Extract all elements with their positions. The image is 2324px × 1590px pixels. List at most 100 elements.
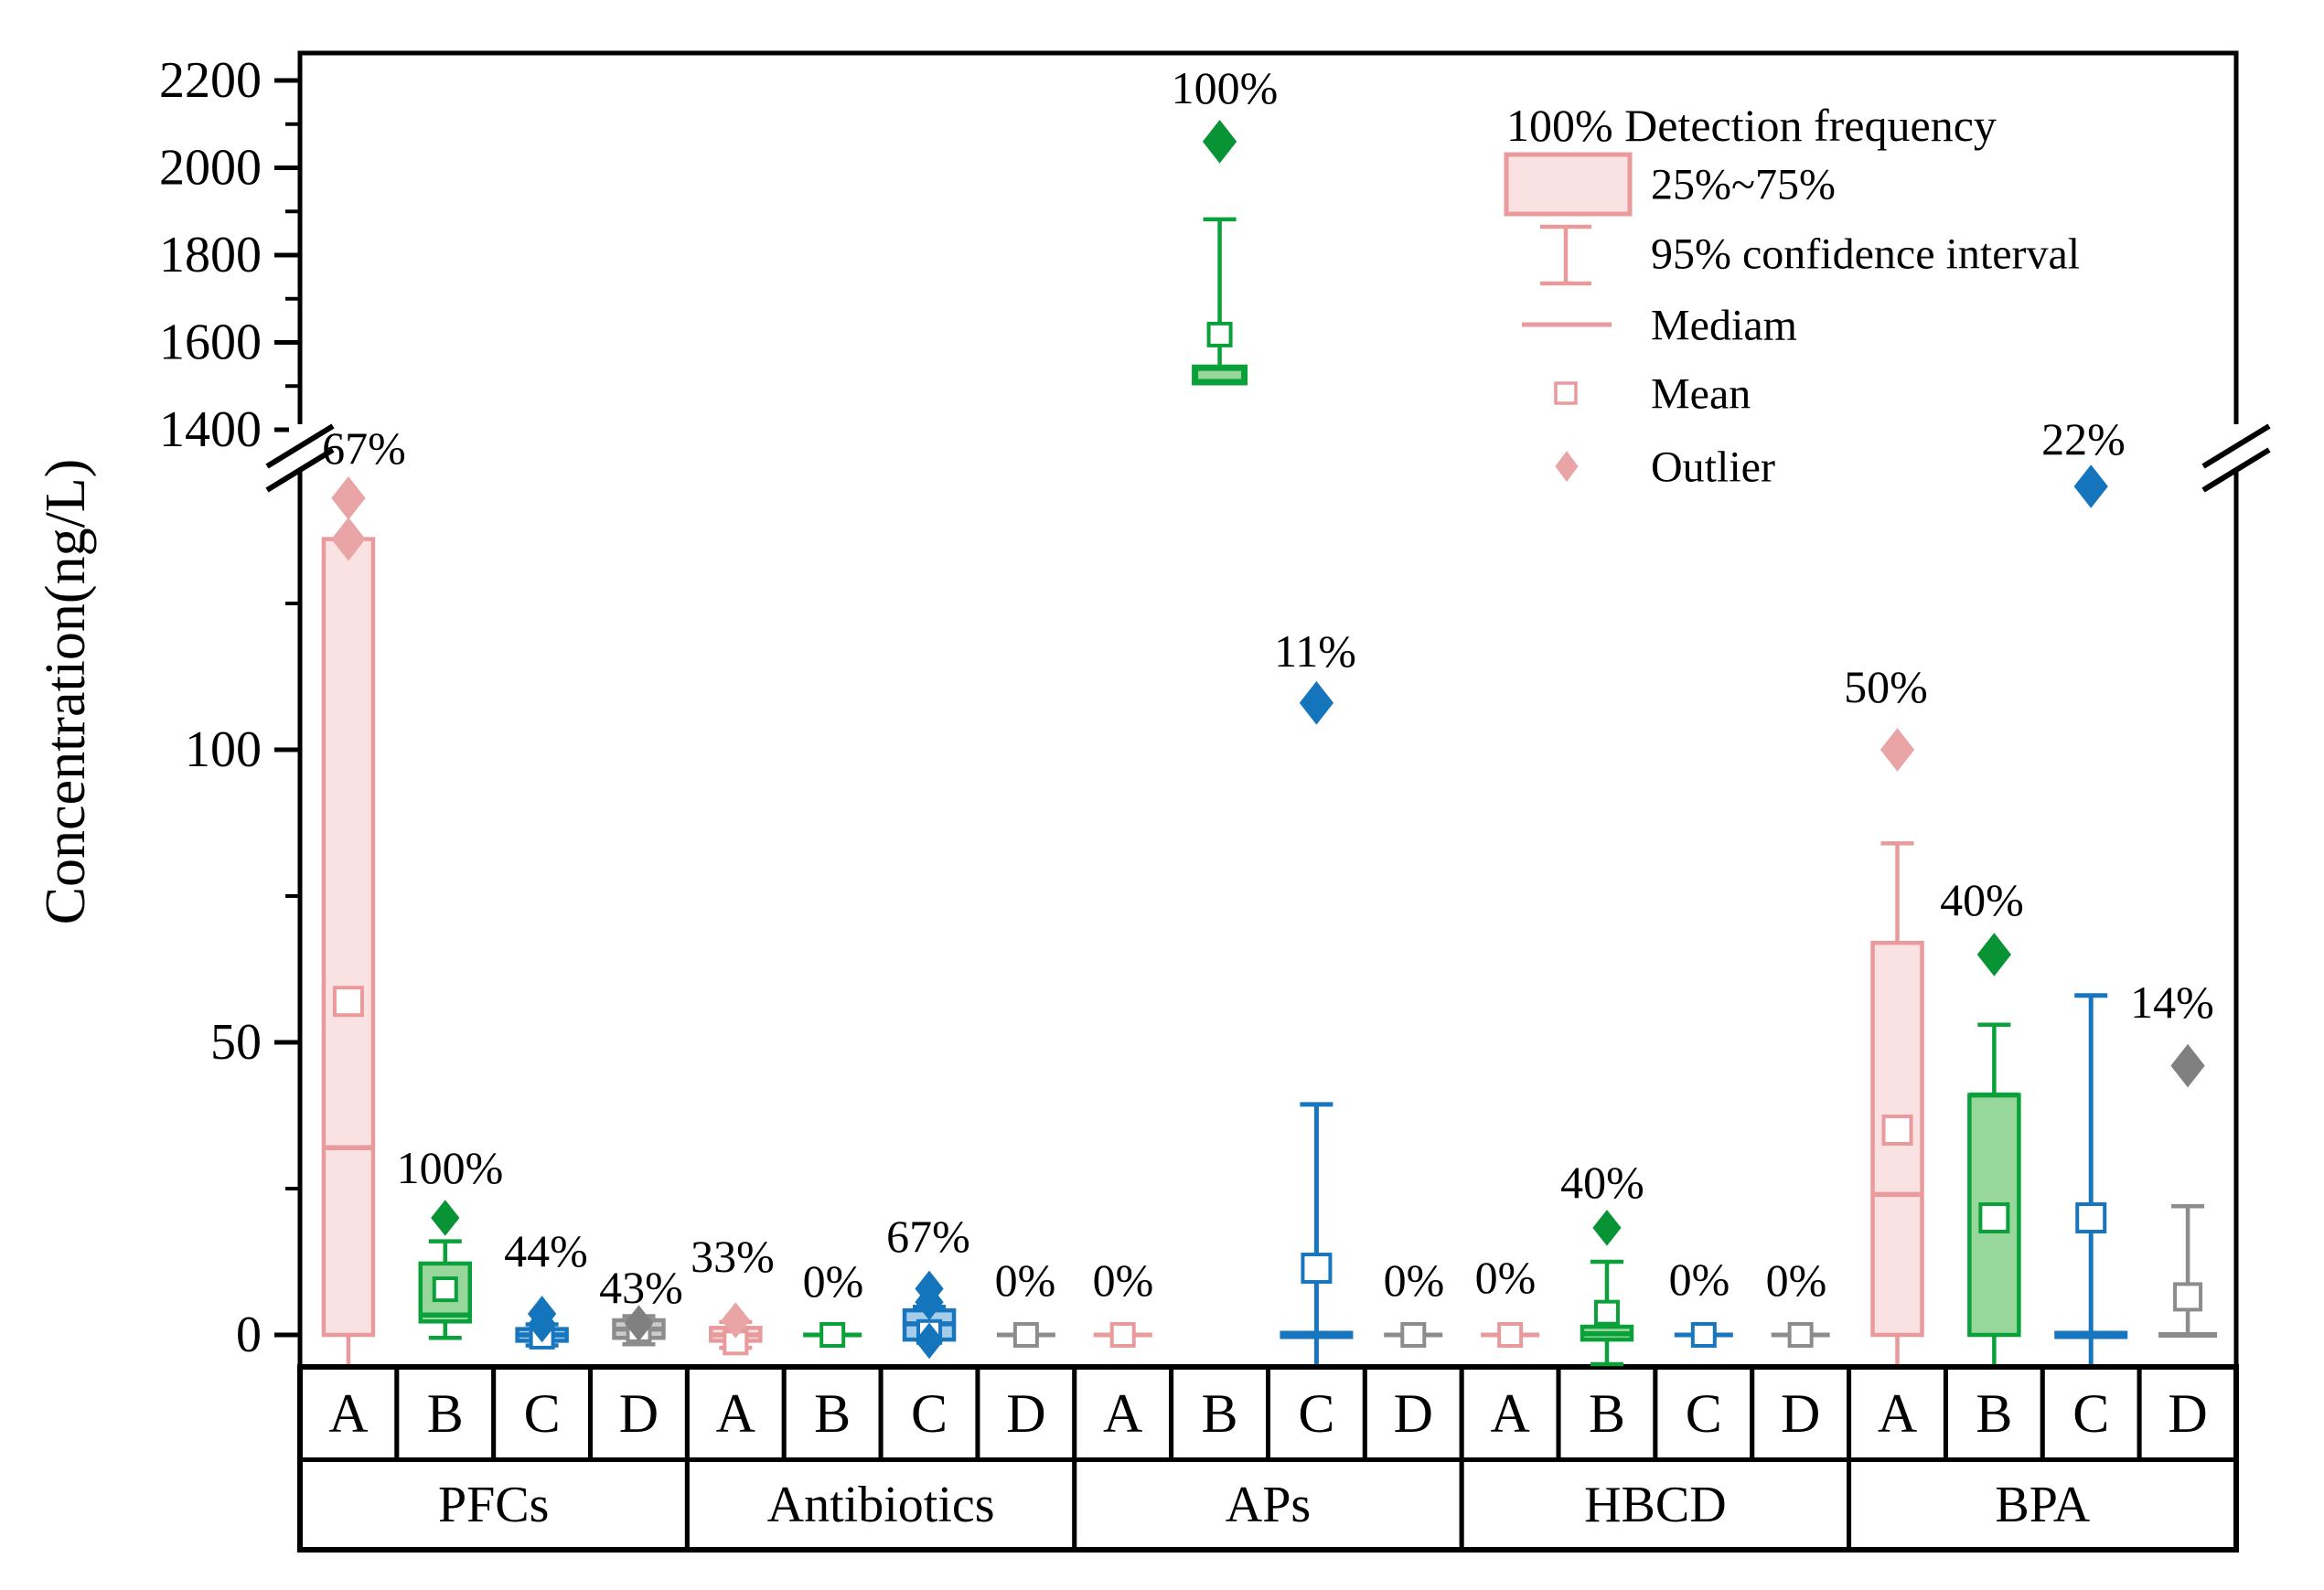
freq-label: 22% [2041, 413, 2126, 464]
freq-label: 0% [1669, 1254, 1730, 1305]
y-tick-label-lower: 0 [236, 1307, 262, 1363]
box-HBCD-B [1580, 1210, 1634, 1367]
y-tick-label-lower: 50 [210, 1014, 262, 1071]
box-HBCD-A [1481, 1322, 1540, 1348]
box-BPA-B [1967, 933, 2021, 1364]
site-cell-label: C [524, 1383, 561, 1444]
freq-label: 0% [995, 1254, 1056, 1306]
freq-label: 0% [1475, 1252, 1537, 1303]
site-cell-label: A [716, 1383, 755, 1444]
site-cell-label: D [1781, 1383, 1820, 1444]
y-tick-label-upper: 1400 [159, 401, 262, 458]
freq-label: 0% [1093, 1254, 1154, 1306]
group-cell-label: HBCD [1584, 1477, 1727, 1533]
outlier-diamond [915, 1284, 944, 1320]
group-cell [297, 1457, 690, 1553]
box-APs-B [1192, 120, 1248, 386]
freq-label: 33% [691, 1231, 775, 1282]
group-cell-label: PFCs [438, 1477, 549, 1533]
legend-item-label: Mediam [1651, 302, 1797, 350]
freq-label: 40% [1940, 874, 2024, 925]
freq-label: 67% [886, 1211, 970, 1262]
box-Antibiotics-B [803, 1322, 862, 1348]
legend [1504, 152, 1633, 482]
legend-item-label: Mean [1651, 370, 1751, 419]
outlier-diamond [331, 517, 366, 561]
freq-label: 0% [1766, 1254, 1827, 1306]
outlier-diamond [1880, 728, 1915, 772]
y-tick-label-lower: 100 [185, 721, 262, 778]
mean-marker [1978, 1202, 2010, 1233]
mean-marker [2173, 1282, 2203, 1312]
freq-label: 14% [2130, 976, 2214, 1028]
y-tick-label-upper: 1800 [159, 227, 262, 283]
site-cell-label: C [1298, 1383, 1334, 1444]
site-cell-label: B [1589, 1383, 1625, 1444]
group-cell-label: Antibiotics [767, 1477, 995, 1533]
box-Antibiotics-A [709, 1302, 763, 1356]
outlier-diamond [2170, 1043, 2205, 1088]
iqr-box [1870, 940, 1924, 1338]
mean-marker [332, 986, 364, 1018]
box-BPA-D [2158, 1043, 2218, 1338]
legend-mean-marker [1554, 381, 1578, 405]
legend-title: 100% Detection frequency [1506, 100, 1997, 151]
outlier-diamond [624, 1305, 654, 1342]
legend-box-swatch [1504, 152, 1633, 217]
box-HBCD-C [1674, 1322, 1733, 1348]
mean-marker [1593, 1299, 1620, 1326]
site-cell-label: A [1878, 1383, 1917, 1444]
label-grid-border [297, 1364, 2239, 1553]
group-cell-label: BPA [1995, 1477, 2090, 1533]
group-cell [1459, 1457, 1852, 1553]
freq-label: 50% [1844, 661, 1928, 712]
mean-marker [1109, 1322, 1136, 1348]
site-cell-label: B [1976, 1383, 2012, 1444]
outlier-diamond [2073, 464, 2108, 508]
box-BPA-C [2054, 464, 2128, 1364]
site-cell-label: D [619, 1383, 659, 1444]
mean-marker [432, 1276, 458, 1303]
box-PFCs-B [418, 1200, 473, 1340]
break-slash [265, 423, 335, 469]
iqr-box [321, 537, 376, 1338]
site-cell-label: D [1006, 1383, 1045, 1444]
freq-label: 0% [803, 1255, 864, 1307]
legend-item-label: 25%~75% [1651, 161, 1836, 209]
box-APs-A [1093, 1322, 1152, 1348]
site-cell [1266, 1364, 1367, 1462]
box-BPA-A [1870, 728, 1924, 1364]
outlier-diamond [915, 1322, 944, 1360]
box-PFCs-A [321, 475, 376, 1364]
outlier-diamond [1976, 933, 2012, 976]
outlier-diamond [1299, 680, 1334, 725]
box-Antibiotics-D [996, 1322, 1055, 1348]
freq-label: 100% [1172, 62, 1279, 113]
site-cell-label: C [1686, 1383, 1722, 1444]
mean-marker [1497, 1322, 1524, 1348]
site-cell-label: B [427, 1383, 464, 1444]
box-PFCs-D [612, 1305, 666, 1347]
outlier-diamond [1202, 120, 1237, 164]
outlier-diamond [721, 1302, 750, 1339]
freq-label: 11% [1274, 625, 1356, 677]
site-cell-label: A [1103, 1383, 1142, 1444]
mean-marker [1400, 1322, 1427, 1348]
mean-marker [2075, 1202, 2107, 1233]
break-slash [2201, 423, 2271, 469]
outlier-diamond [527, 1306, 557, 1343]
break-slash [265, 447, 335, 493]
site-cell [491, 1364, 594, 1462]
outlier-diamond [431, 1200, 460, 1236]
site-cell-label: A [328, 1383, 368, 1444]
site-cell-label: B [1202, 1383, 1238, 1444]
axis-break [265, 423, 335, 493]
y-tick-label-upper: 2200 [159, 52, 262, 109]
site-cell-label: A [1490, 1383, 1529, 1444]
box-PFCs-C [515, 1296, 569, 1350]
x-label-grid [297, 1364, 2239, 1553]
axis-break [2201, 423, 2271, 493]
freq-label: 44% [504, 1225, 588, 1276]
